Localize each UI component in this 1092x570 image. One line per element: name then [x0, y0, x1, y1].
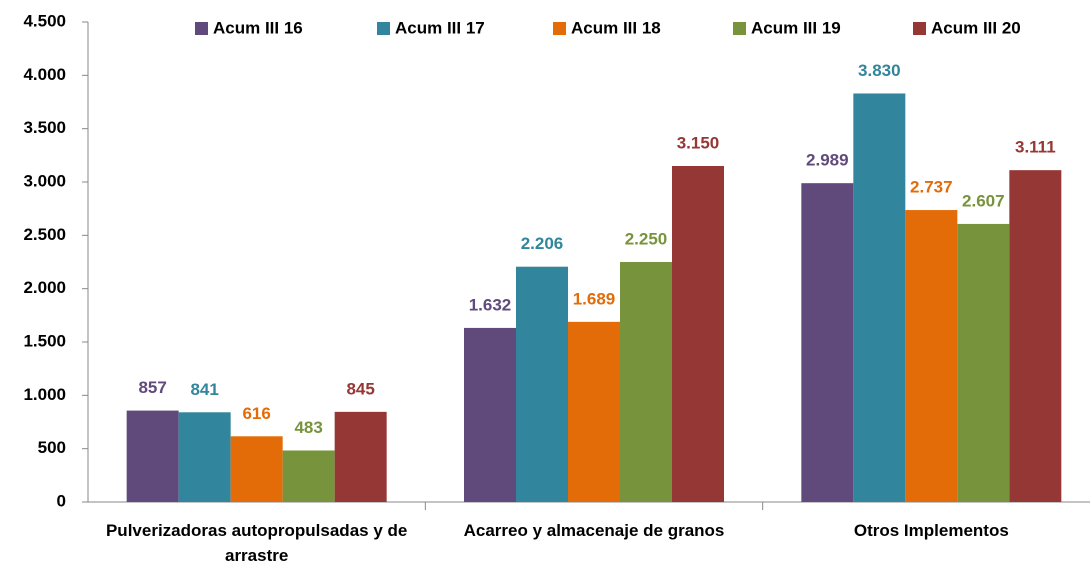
bar: [516, 266, 568, 502]
x-tick-label: Otros Implementos: [853, 521, 1009, 540]
legend-label: Acum III 16: [213, 18, 303, 37]
data-label: 2.607: [962, 191, 1005, 210]
data-label: 3.150: [677, 133, 720, 152]
legend-swatch: [195, 22, 208, 35]
legend-swatch: [913, 22, 926, 35]
bar: [282, 450, 335, 502]
bar: [126, 410, 179, 502]
y-tick-label: 0: [57, 491, 66, 510]
data-label: 841: [190, 380, 218, 399]
y-tick-label: 1.500: [23, 331, 66, 350]
data-label: 483: [294, 418, 322, 437]
data-label: 3.830: [858, 61, 901, 80]
legend-label: Acum III 19: [751, 18, 841, 37]
x-tick-label: Pulverizadoras autopropulsadas y de arra…: [105, 521, 408, 565]
y-tick-label: 2.500: [23, 225, 66, 244]
data-label: 857: [138, 378, 166, 397]
data-label: 845: [346, 379, 374, 398]
x-tick-label: Acarreo y almacenaje de granos: [463, 521, 725, 540]
y-tick-label: 1.000: [23, 385, 66, 404]
data-label: 616: [242, 404, 270, 423]
y-tick-label: 3.000: [23, 171, 66, 190]
legend-swatch: [733, 22, 746, 35]
y-tick-label: 3.500: [23, 118, 66, 137]
legend-label: Acum III 17: [395, 18, 485, 37]
bar: [957, 223, 1010, 503]
legend-label: Acum III 20: [931, 18, 1021, 37]
y-tick-label: 4.500: [23, 11, 66, 30]
y-tick-label: 500: [38, 438, 66, 457]
legend-swatch: [553, 22, 566, 35]
bar: [230, 436, 283, 502]
data-label: 2.737: [910, 178, 953, 197]
bar: [464, 327, 516, 502]
bar: [620, 262, 672, 502]
legend-swatch: [377, 22, 390, 35]
bar: [568, 321, 620, 502]
data-label: 2.206: [521, 234, 564, 253]
y-tick-label: 2.000: [23, 278, 66, 297]
data-label: 2.250: [625, 229, 668, 248]
bar: [672, 166, 724, 502]
legend-label: Acum III 18: [571, 18, 661, 37]
y-tick-label: 4.000: [23, 65, 66, 84]
bar: [178, 412, 231, 502]
bar: [853, 93, 906, 502]
bar: [905, 210, 958, 502]
data-label: 1.632: [469, 295, 512, 314]
data-label: 1.689: [573, 289, 616, 308]
data-label: 3.111: [1015, 138, 1056, 157]
data-label: 2.989: [806, 151, 849, 170]
bar: [801, 183, 854, 502]
bar: [334, 411, 387, 502]
bar: [1009, 170, 1062, 502]
